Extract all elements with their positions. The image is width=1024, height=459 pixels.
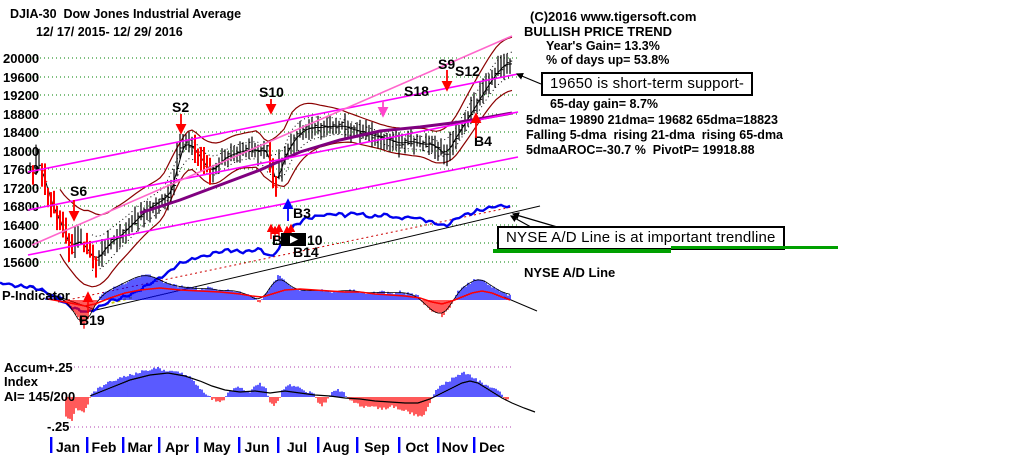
callout-arrow-0 [515,72,542,85]
dma-trend: Falling 5-dma rising 21-dma rising 65-dm… [526,128,784,142]
y-axis-label: 19200 [3,88,39,103]
accum-index-histogram [65,367,509,421]
y-axis-label: 20000 [3,51,39,66]
play-triangle-icon [290,235,298,244]
month-label-mar: Mar [128,439,153,455]
trend-channel-line-3 [31,35,513,246]
upper-band [59,36,513,216]
y-axis-label: 18000 [3,144,39,159]
support-callout-box: 19650 is short-term support- [541,72,754,96]
signal-label-s10: S10 [259,84,284,100]
signal-label-s6: S6 [70,183,87,199]
chart-title: DJIA-30 Dow Jones Industrial Average [10,7,242,21]
month-tick [277,437,280,453]
dma-values: 5dma= 19890 21dma= 19682 65dma=18823 [526,113,778,127]
signal-label-b3: B3 [293,205,311,221]
y-axis-label: 17200 [3,181,39,196]
month-label-apr: Apr [165,439,190,455]
y-axis-label: 18400 [3,125,39,140]
gain-65day: 65-day gain= 8.7% [550,97,659,111]
green-underline-right [671,246,838,249]
month-label-nov: Nov [442,439,469,455]
month-tick [50,437,53,453]
signal-label-s12: S12 [455,63,480,79]
month-label-jan: Jan [56,439,80,455]
month-label-oct: Oct [405,439,429,455]
index-label: Index [4,374,38,389]
month-tick [437,437,440,453]
lower-band [59,89,513,288]
copyright-text: (C)2016 www.tigersoft.com [530,9,697,24]
month-tick [122,437,125,453]
ma65-line [139,111,513,215]
ai-ratio: AI= 145/200 [4,389,76,404]
aroc-pivot: 5dmaAROC=-30.7 % PivotP= 19918.88 [526,143,755,157]
p-indicator-signal [47,287,511,307]
y-axis-label: 18800 [3,107,39,122]
month-label-aug: Aug [322,439,349,455]
p-indicator-label: P-Indicator [2,288,70,303]
trend-status: BULLISH PRICE TREND [524,24,673,39]
month-tick [238,437,241,453]
month-label-feb: Feb [92,439,117,455]
p-indicator-histogram [45,274,511,329]
month-tick [356,437,359,453]
month-tick [473,437,476,453]
y-axis-label: 16000 [3,236,39,251]
y-axis-label: 19600 [3,70,39,85]
trend-channel-line-2 [27,156,519,256]
minus25-label: -.25 [47,419,70,434]
month-label-jul: Jul [287,439,307,455]
days-up: % of days up= 53.8% [546,53,670,67]
ad-trendline-2 [57,206,513,303]
signal-label-b4: B4 [474,133,492,149]
nyse-ad-label: NYSE A/D Line [524,265,616,280]
y-axis-label: 16400 [3,218,39,233]
month-tick [86,437,89,453]
accum-signal [89,372,536,413]
signal-label-10: 10 [307,232,323,248]
nyse-ad-line [0,203,511,313]
signal-label-s9: S9 [438,56,455,72]
month-label-may: May [203,439,230,455]
month-label-sep: Sep [364,439,390,455]
y-axis-label: 16800 [3,199,39,214]
signal-label-b19: B19 [79,312,105,328]
price-bars [29,53,513,278]
signal-label-s2: S2 [172,99,189,115]
month-label-dec: Dec [479,439,505,455]
month-tick [158,437,161,453]
signal-label-s18: S18 [404,83,429,99]
trend-channel-line-0 [27,73,519,173]
month-tick [196,437,199,453]
p-indicator-trace [45,275,511,322]
trend-channel-line-1 [27,111,519,211]
month-tick [317,437,320,453]
years-gain: Year's Gain= 13.3% [546,39,660,53]
green-underline-left [493,249,671,253]
y-axis-label: 15600 [3,255,39,270]
plus25-label: +.25 [47,360,73,375]
signal-label-b14: B14 [293,244,319,260]
accum-label: Accum [4,360,48,375]
chart-date-range: 12/ 17/ 2015- 12/ 29/ 2016 [36,25,183,39]
month-tick [398,437,401,453]
month-label-jun: Jun [245,439,270,455]
